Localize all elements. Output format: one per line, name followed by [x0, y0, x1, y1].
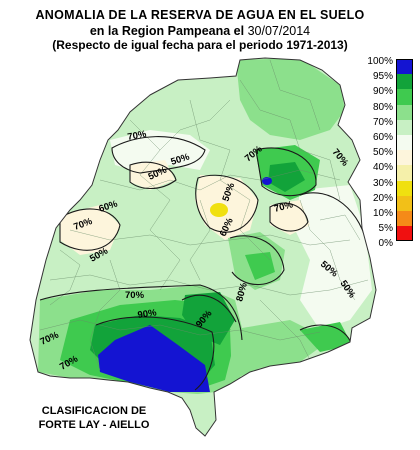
legend-label: 100%	[367, 56, 393, 67]
legend-label: 5%	[378, 223, 393, 235]
legend-swatch	[396, 104, 413, 120]
legend-label: 70%	[372, 116, 393, 128]
legend-label: 95%	[372, 71, 393, 83]
legend-item: 70%	[367, 116, 419, 135]
legend-item: 40%	[367, 162, 419, 181]
subtitle-prefix: en la Region Pampeana el	[89, 24, 248, 38]
legend-item: 0%	[367, 238, 419, 253]
map-subtitle: en la Region Pampeana el 30/07/2014	[0, 24, 400, 38]
legend-label: 0%	[378, 238, 393, 250]
legend-label: 10%	[372, 207, 393, 219]
legend-item: 20%	[367, 192, 419, 211]
legend-label: 60%	[372, 131, 393, 143]
contour-label: 90%	[137, 307, 158, 321]
legend-item: 90%	[367, 86, 419, 105]
legend-item: 50%	[367, 147, 419, 166]
legend-item: 10%	[367, 207, 419, 227]
classification-caption: CLASIFICACION DE	[41, 405, 147, 417]
contour-label: 70%	[127, 129, 148, 143]
legend-item: 60%	[367, 131, 419, 151]
classification-authors: FORTE LAY - AIELLO	[38, 419, 150, 431]
legend-item: 95%	[367, 71, 419, 90]
legend-swatch	[396, 89, 413, 105]
legend-swatch	[396, 210, 413, 227]
legend-swatch	[396, 195, 413, 211]
map-reference-period: (Respecto de igual fecha para el periodo…	[52, 38, 348, 52]
legend-label: 20%	[372, 192, 393, 204]
legend-swatch	[396, 226, 413, 242]
map-title: ANOMALIA DE LA RESERVA DE AGUA EN EL SUE…	[35, 8, 365, 22]
legend-label: 50%	[372, 147, 393, 159]
legend-item: 100%	[367, 56, 419, 75]
legend-item: 80%	[367, 101, 419, 120]
legend-swatch	[396, 74, 413, 90]
legend: 100% 95% 90% 80% 70% 60% 50% 40% 30% 20% 10% 5% 0%	[367, 56, 419, 253]
legend-swatch	[396, 134, 413, 151]
legend-swatch	[396, 59, 413, 75]
legend-label: 30%	[372, 177, 393, 189]
contour-label: 70%	[273, 199, 295, 215]
contour-label: 80%	[234, 281, 250, 303]
legend-label: 40%	[372, 162, 393, 174]
legend-item: 30%	[367, 177, 419, 196]
contour-label: 70%	[125, 290, 145, 301]
legend-swatch	[396, 180, 413, 196]
legend-swatch	[396, 165, 413, 181]
legend-item: 5%	[367, 223, 419, 242]
legend-label: 90%	[372, 86, 393, 98]
map-date: 30/07/2014	[247, 24, 311, 38]
legend-swatch	[396, 150, 413, 166]
legend-swatch	[396, 119, 413, 135]
legend-label: 80%	[372, 101, 393, 113]
